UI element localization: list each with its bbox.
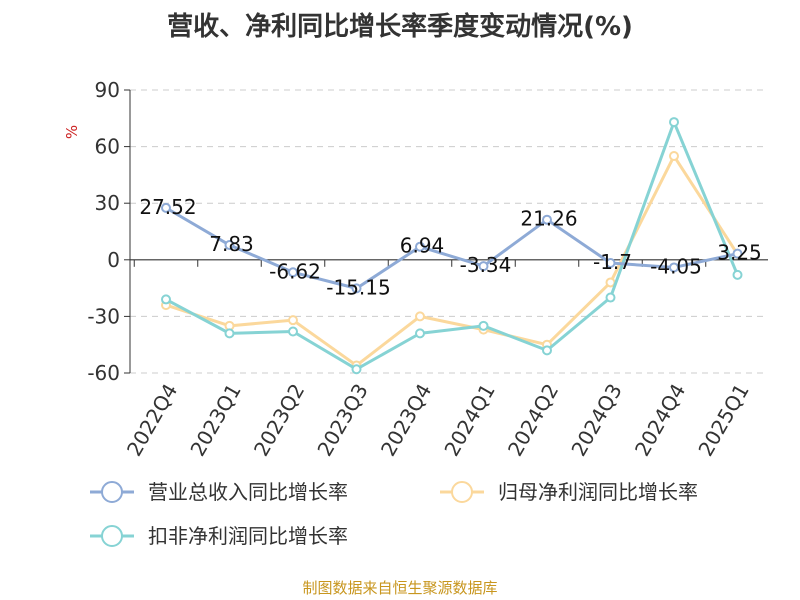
data-label: -15.15 [326, 275, 390, 299]
data-point [351, 283, 362, 294]
data-point [478, 261, 489, 272]
x-tick-label: 2024Q1 [439, 380, 499, 461]
x-tick-label: 2024Q2 [503, 380, 563, 461]
data-point [288, 326, 298, 337]
x-tick-label: 2023Q3 [312, 380, 372, 461]
series-line [165, 154, 739, 367]
data-point [605, 258, 616, 269]
data-label: 3.25 [717, 241, 762, 265]
data-point [669, 262, 679, 273]
y-axis-label: % [63, 125, 81, 139]
data-point [224, 328, 235, 339]
data-point [669, 151, 679, 162]
legend-label: 归母净利润同比增长率 [498, 480, 698, 504]
y-tick-label: 90 [95, 78, 120, 102]
data-point [415, 328, 425, 339]
data-point [161, 294, 171, 305]
series-line [165, 120, 739, 371]
data-label: 21.26 [520, 207, 577, 231]
data-point [161, 202, 171, 213]
x-tick-label: 2023Q4 [376, 380, 436, 461]
y-tick-label: 30 [95, 191, 120, 215]
legend-marker [101, 525, 123, 547]
data-point [669, 117, 679, 128]
data-point [351, 364, 362, 375]
x-tick-label: 2025Q1 [693, 380, 753, 461]
data-point [732, 248, 743, 259]
data-label: 27.52 [139, 195, 196, 219]
data-labels: 27.52 7.83 -6.62-15.15 6.94 -3.34 21.26 -1.7 -4… [139, 195, 761, 300]
x-tick-label: 2022Q4 [122, 380, 182, 461]
data-label: -4.05 [650, 254, 702, 278]
legend-label: 营业总收入同比增长率 [148, 480, 348, 504]
chart-title: 营收、净利同比增长率季度变动情况(%) [167, 12, 633, 42]
data-point [415, 311, 425, 322]
series-line [165, 206, 738, 290]
grid-lines [130, 89, 768, 374]
x-tick-label: 2024Q3 [566, 380, 626, 461]
y-tick-label: -60 [87, 361, 120, 385]
data-point [542, 214, 552, 225]
legend-marker [101, 481, 123, 503]
data-point [605, 292, 616, 303]
data-point [415, 241, 425, 252]
legend-marker [451, 481, 473, 503]
data-point [478, 320, 489, 331]
data-label: 7.83 [209, 232, 254, 256]
y-tick-label: 0 [107, 248, 120, 272]
data-point [288, 267, 298, 278]
data-point [224, 240, 235, 251]
legend-label: 扣非净利润同比增长率 [148, 524, 348, 548]
x-tick-label: 2024Q4 [630, 380, 690, 461]
series-lines [161, 117, 743, 375]
data-label: -6.62 [269, 259, 321, 283]
x-tick-label: 2023Q1 [185, 380, 245, 461]
y-tick-label: -30 [87, 304, 120, 328]
data-point [288, 315, 298, 326]
data-label: -3.34 [460, 253, 512, 277]
data-label: -1.7 [593, 250, 632, 274]
data-point [732, 269, 743, 280]
x-tick-label: 2023Q2 [249, 380, 309, 461]
source-note: 制图数据来自恒生聚源数据库 [302, 579, 498, 597]
data-label: 6.94 [400, 234, 445, 258]
y-tick-label: 60 [95, 135, 120, 159]
data-point [542, 345, 552, 356]
data-point [605, 277, 616, 288]
